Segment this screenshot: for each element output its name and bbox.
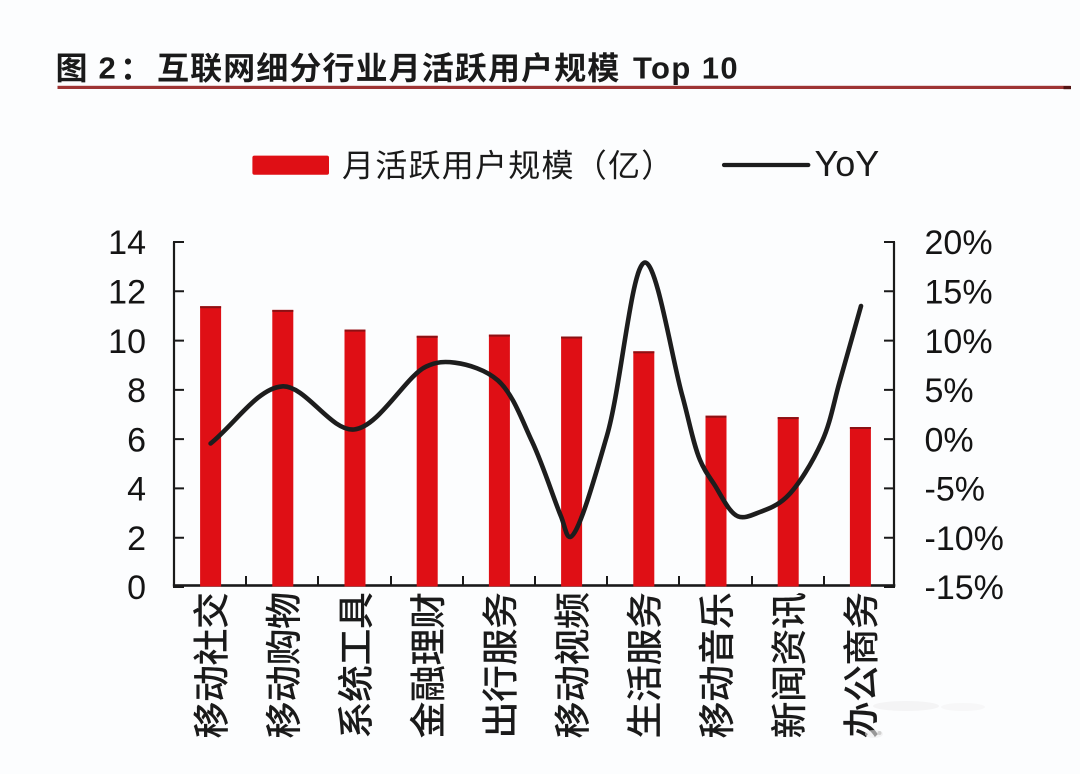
svg-text:Top 10: Top 10 bbox=[633, 51, 739, 86]
svg-text:0%: 0% bbox=[925, 421, 974, 459]
svg-text:10: 10 bbox=[108, 323, 146, 361]
svg-text:-15%: -15% bbox=[925, 569, 1004, 607]
svg-text:-10%: -10% bbox=[925, 520, 1004, 558]
svg-text:-5%: -5% bbox=[925, 471, 985, 509]
svg-text:20%: 20% bbox=[925, 224, 993, 262]
svg-text:14: 14 bbox=[108, 224, 146, 262]
svg-text:5%: 5% bbox=[925, 372, 974, 410]
svg-text:2: 2 bbox=[127, 520, 146, 558]
svg-text:8: 8 bbox=[127, 372, 146, 410]
svg-text:0: 0 bbox=[127, 569, 146, 607]
svg-text:4: 4 bbox=[127, 471, 146, 509]
svg-text:2: 2 bbox=[99, 51, 116, 86]
svg-text:YoY: YoY bbox=[815, 143, 880, 184]
svg-text:12: 12 bbox=[108, 274, 146, 312]
svg-text:6: 6 bbox=[127, 421, 146, 459]
svg-text:10%: 10% bbox=[925, 323, 993, 361]
svg-text:15%: 15% bbox=[925, 274, 993, 312]
